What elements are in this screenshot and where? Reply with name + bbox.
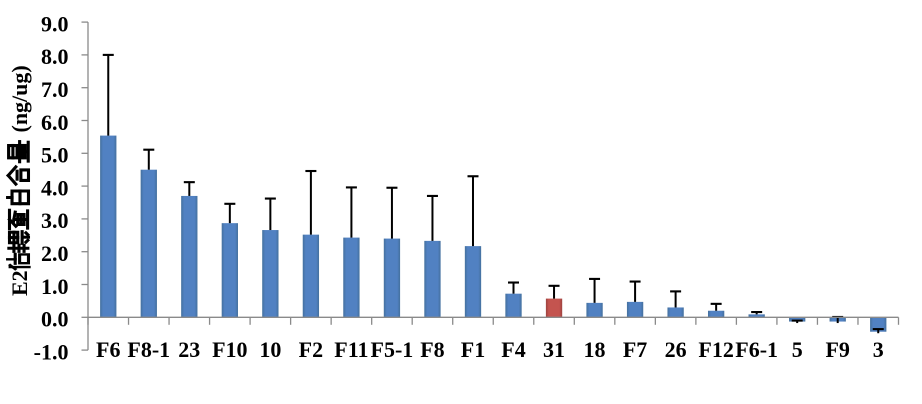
svg-text:5.0: 5.0 [41,143,69,168]
svg-text:4.0: 4.0 [41,175,69,200]
svg-text:9.0: 9.0 [41,11,69,36]
svg-text:F6: F6 [96,337,120,362]
svg-text:-1.0: -1.0 [34,339,69,364]
svg-text:1.0: 1.0 [41,274,69,299]
svg-text:F5-1: F5-1 [371,337,414,362]
svg-text:26: 26 [665,337,687,362]
svg-text:5: 5 [792,337,803,362]
svg-text:(ng/ug): (ng/ug) [7,65,32,132]
svg-text:F7: F7 [623,337,647,362]
svg-text:18: 18 [584,337,606,362]
svg-text:F2: F2 [299,337,323,362]
svg-text:F4: F4 [501,337,525,362]
svg-text:0.0: 0.0 [41,307,69,332]
svg-text:6.0: 6.0 [41,110,69,135]
svg-text:F9: F9 [825,337,849,362]
svg-text:7.0: 7.0 [41,77,69,102]
svg-text:F8-1: F8-1 [127,337,170,362]
svg-text:3.0: 3.0 [41,208,69,233]
svg-text:8.0: 8.0 [41,44,69,69]
svg-text:F8: F8 [420,337,444,362]
svg-text:F12: F12 [698,337,733,362]
svg-text:E2: E2 [7,270,32,296]
svg-text:F6-1: F6-1 [735,337,778,362]
svg-text:31: 31 [543,337,565,362]
svg-text:F10: F10 [212,337,247,362]
svg-text:10: 10 [259,337,281,362]
svg-text:23: 23 [178,337,200,362]
svg-text:F1: F1 [461,337,485,362]
svg-text:F11: F11 [334,337,368,362]
svg-text:2.0: 2.0 [41,241,69,266]
svg-text:3: 3 [873,337,884,362]
